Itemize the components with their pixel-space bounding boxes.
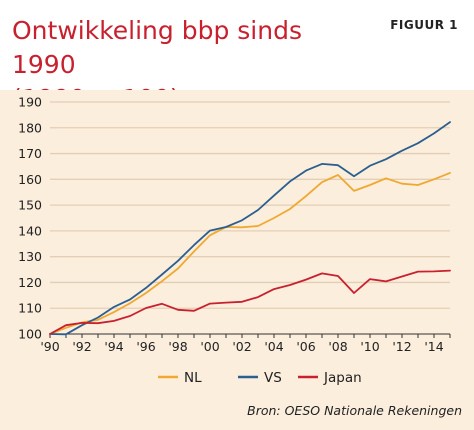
y-tick-label: 150 [18,198,42,213]
chart-title-line-1: Ontwikkeling bbp sinds 1990 [12,16,302,79]
x-tick-label: '04 [264,339,283,354]
x-tick-label: '08 [328,339,347,354]
source-note: Bron: OESO Nationale Rekeningen [247,403,462,418]
legend-label-vs: VS [264,370,282,386]
x-axis: '90 '92 '94 '96 '98 '00 '02 '04 '06 '08 '10 '12 '14 [40,333,451,354]
x-tick-label: '00 [200,339,219,354]
x-tick-label: '10 [360,339,379,354]
series-line-vs [49,121,451,336]
x-tick-label: '92 [72,339,91,354]
x-tick-label: '06 [296,339,315,354]
x-tick-label: '96 [136,339,155,354]
series-line-nl [49,172,451,335]
gridlines [50,101,450,309]
series-line-japan [49,269,451,335]
x-tick-label: '98 [168,339,187,354]
legend: NL VS Japan [158,370,362,386]
chart-svg: 100 110 120 130 140 150 160 170 180 190 '90 '92 '94… [18,95,451,386]
y-tick-label: 170 [18,146,42,161]
x-tick-label: '14 [424,339,443,354]
y-tick-label: 130 [18,249,42,264]
y-tick-label: 100 [18,327,42,342]
x-tick-label: '02 [232,339,251,354]
y-tick-label: 140 [18,223,42,238]
figure-label: FIGUUR 1 [390,18,458,32]
y-tick-label: 120 [18,275,42,290]
y-axis: 100 110 120 130 140 150 160 170 180 190 [18,95,42,342]
series-lines [49,121,451,336]
chart-panel: 100 110 120 130 140 150 160 170 180 190 '90 '92 '94… [0,90,474,430]
legend-label-nl: NL [184,370,202,386]
y-tick-label: 190 [18,95,42,110]
x-tick-label: '94 [104,339,123,354]
x-tick-label: '12 [392,339,411,354]
legend-label-japan: Japan [323,370,362,386]
y-tick-label: 160 [18,172,42,187]
y-tick-label: 180 [18,120,42,135]
x-tick-label: '90 [40,339,59,354]
y-tick-label: 110 [18,301,42,316]
